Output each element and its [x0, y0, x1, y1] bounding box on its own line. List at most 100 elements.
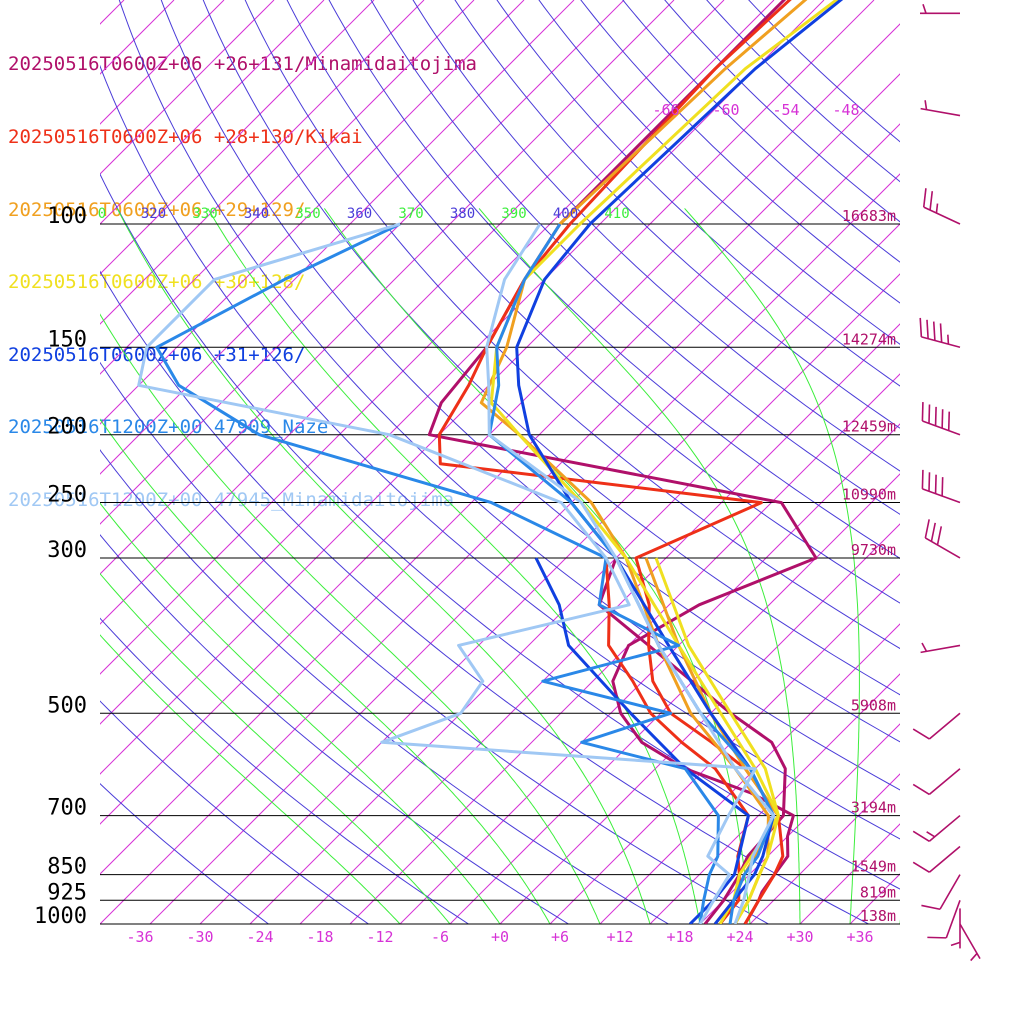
wind-barb	[912, 712, 961, 740]
height-label: 10990m	[842, 486, 896, 504]
isotherm-line	[100, 73, 900, 875]
wind-barb-flag	[936, 526, 943, 546]
isotherm-line	[100, 0, 675, 575]
wind-barb-flag	[919, 317, 923, 337]
wind-barb-flag	[929, 191, 934, 211]
wind-barb-flag	[921, 402, 924, 422]
theta-label: 380	[450, 206, 475, 222]
wind-barb	[927, 900, 961, 939]
height-label: 16683m	[842, 207, 896, 225]
isotherm-line	[249, 273, 900, 924]
theta-label: 410	[604, 206, 629, 222]
dewpoint-profile-line	[597, 557, 787, 924]
dry-adiabat-line	[100, 173, 900, 890]
pressure-label: 925	[47, 880, 87, 905]
wind-barb-staff	[923, 206, 961, 225]
wind-barb	[920, 642, 961, 654]
wind-barb-half-flag	[947, 334, 950, 345]
theta-label: 350	[295, 206, 320, 222]
isotherm-line	[100, 0, 575, 475]
moist-adiabat-line	[323, 208, 751, 924]
wind-barb-flag	[926, 319, 929, 339]
temperature-profile-line	[515, 0, 844, 924]
isotherm-line	[1000, 0, 1024, 924]
wind-barb	[921, 402, 961, 436]
isotherm-line	[299, 323, 900, 924]
dry-adiabat-line	[538, 0, 900, 345]
wind-barb-staff	[928, 845, 961, 873]
wind-barb	[959, 923, 981, 962]
wind-barb-flag	[947, 411, 951, 431]
wind-barb-flag	[912, 861, 930, 873]
dewpoint-profile-line	[137, 222, 757, 924]
wind-barb-staff	[924, 537, 961, 559]
isotherm-line	[100, 0, 475, 375]
wind-barb-staff	[928, 712, 961, 740]
legend-entry-31-126: 20250516T0600Z+06 +31+126/	[8, 343, 306, 366]
wind-barb-flag	[927, 936, 947, 939]
pressure-label: 100	[47, 204, 87, 229]
wind-barb-staff	[928, 814, 961, 842]
profile-lines	[137, 0, 844, 924]
wind-barb-flag	[921, 469, 924, 489]
dry-adiabat-line	[286, 0, 900, 604]
dry-adiabat-line	[100, 617, 469, 924]
wind-barb	[912, 845, 961, 873]
moist-adiabat-line	[899, 919, 900, 924]
isotherm-line	[100, 0, 525, 425]
temperature-tick-label: -36	[126, 928, 153, 946]
wind-barb	[912, 768, 961, 796]
isotherm-line	[149, 173, 900, 924]
isotherm-line	[549, 573, 900, 924]
wind-barb	[921, 874, 961, 911]
dewpoint-profile-line	[155, 222, 720, 924]
wind-barb-staff	[920, 107, 961, 117]
wind-barb-flag	[921, 904, 941, 911]
isotherm-line	[100, 0, 125, 25]
wind-barb-flag	[939, 323, 943, 343]
wind-barb-flag	[941, 409, 944, 429]
height-label: 9730m	[851, 541, 896, 559]
legend-entry-29-129: 20250516T0600Z+06 +29+129/	[8, 198, 306, 221]
wind-barb-staff	[922, 420, 961, 436]
upper-isotherm-label: -60	[712, 101, 739, 119]
wind-barb-flag	[941, 477, 944, 497]
dry-adiabat-line	[100, 361, 769, 924]
wind-barb-flag	[912, 783, 930, 796]
moist-adiabat-line	[116, 208, 651, 924]
wind-barb-flag	[912, 728, 930, 740]
dry-adiabat-line	[244, 0, 900, 650]
wind-barb-staff	[928, 768, 961, 796]
temperature-tick-label: -12	[366, 928, 393, 946]
legend-entry-minamidaitojima-obs: 20250516T1200Z+00 47945_Minamidaitojima	[8, 488, 455, 511]
background-lines	[0, 0, 1024, 924]
wind-barb-flag	[924, 519, 930, 539]
dry-adiabat-line	[622, 0, 900, 263]
isotherm-line	[799, 823, 900, 924]
height-label: 1549m	[851, 858, 896, 876]
theta-label: 330	[192, 206, 217, 222]
wind-barb-staff	[922, 488, 961, 504]
temperature-profile-line	[485, 223, 775, 924]
axis-labels: 100 16683m 150 14274m 200 12459m 250 10990m 300 9…	[34, 101, 896, 946]
wind-barb-half-flag	[922, 4, 927, 14]
wind-barb-staff	[945, 900, 961, 939]
temperature-tick-label: -24	[246, 928, 273, 946]
wind-barb-staff	[920, 644, 961, 654]
isotherm-line	[100, 0, 825, 725]
theta-label: 370	[398, 206, 423, 222]
wind-barb-half-flag	[935, 203, 939, 214]
wind-barb	[912, 814, 961, 842]
isotherm-line	[0, 0, 24, 924]
theta-label: 320	[141, 206, 166, 222]
pressure-label: 150	[47, 327, 87, 352]
dry-adiabat-line	[118, 0, 900, 791]
dry-adiabat-line	[100, 449, 669, 924]
theta-label: 340	[244, 206, 269, 222]
isotherm-line	[100, 0, 775, 675]
temperature-tick-label: +0	[491, 928, 509, 946]
isotherm-line	[100, 0, 725, 625]
dry-adiabat-line	[580, 0, 900, 304]
moist-adiabat-line	[100, 313, 601, 924]
